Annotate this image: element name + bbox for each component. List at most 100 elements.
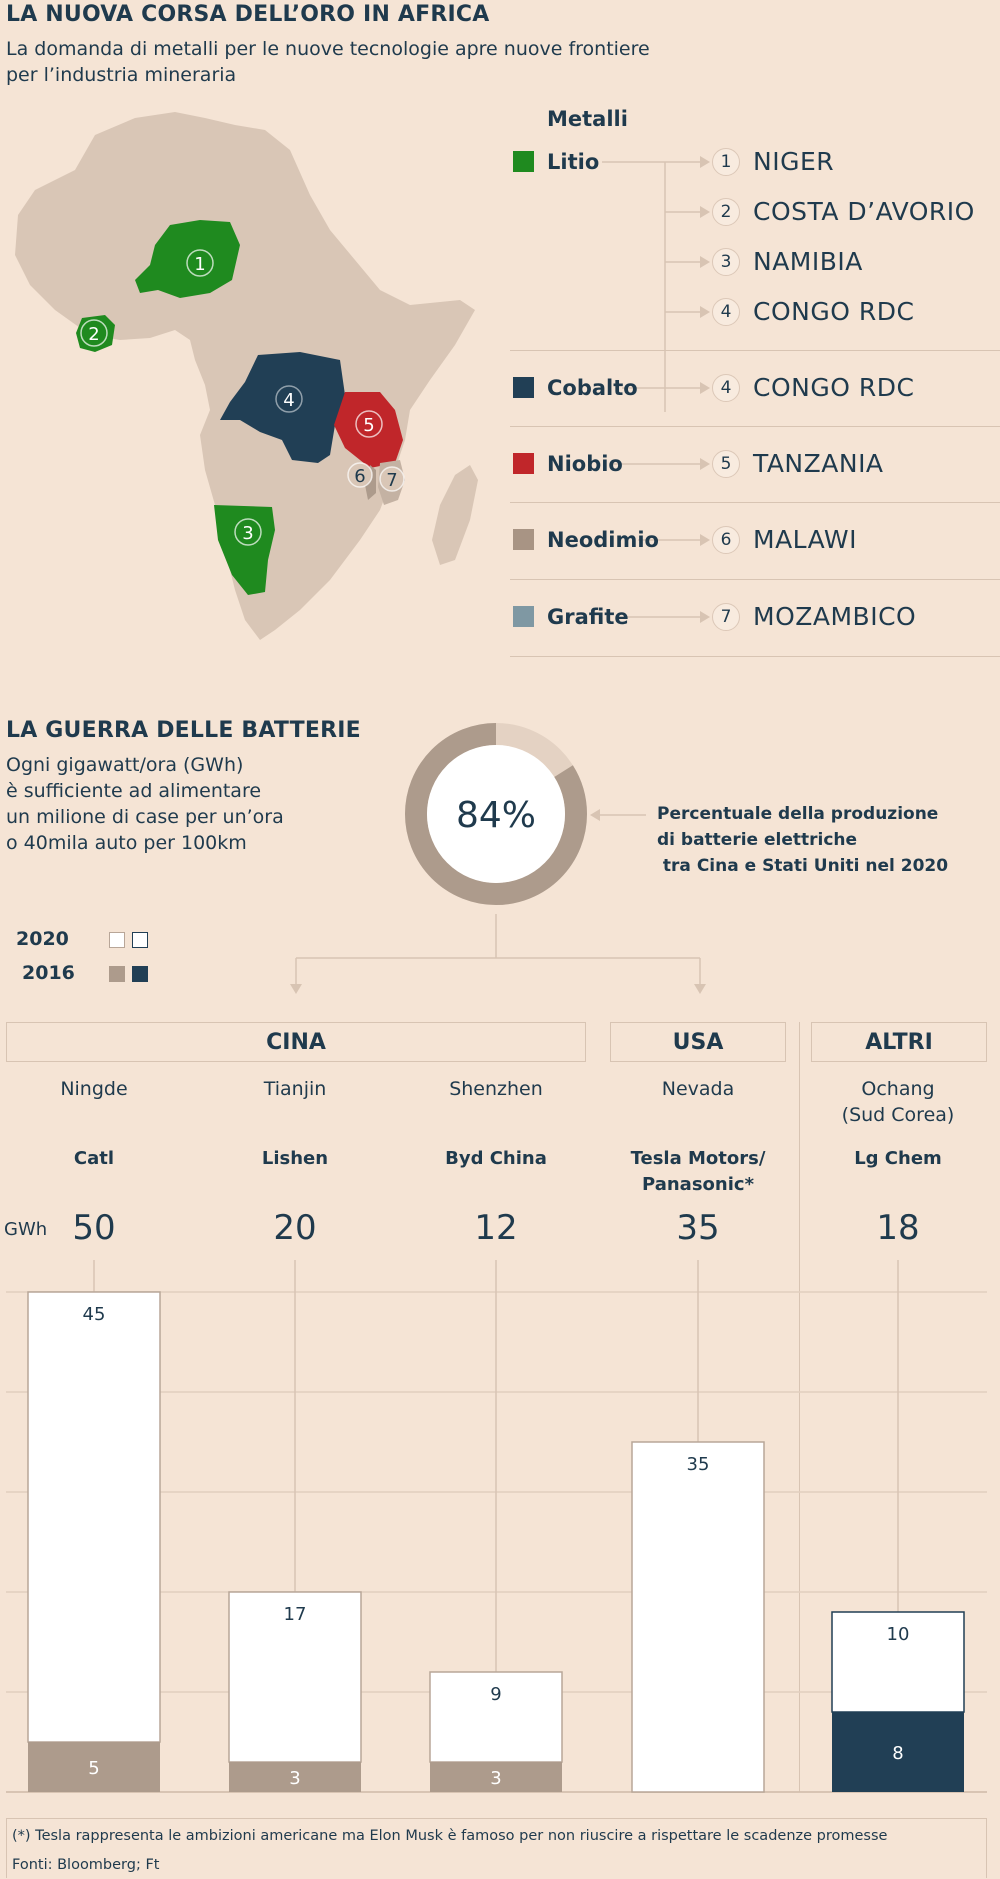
map-marker-3: 3: [234, 518, 262, 546]
legend-2020-swatch-b: [132, 932, 148, 948]
city-ochang-country: (Sud Corea): [841, 1104, 955, 1126]
city-shenzhen: Shenzhen: [449, 1078, 543, 1100]
total-tianjin: 20: [273, 1208, 317, 1248]
niobio-swatch: [513, 453, 534, 474]
bar-label-2016: 3: [490, 1768, 501, 1789]
batteries-desc-1: Ogni gigawatt/ora (GWh): [6, 754, 244, 776]
cobalto-swatch: [513, 377, 534, 398]
country-number: 6: [712, 526, 740, 554]
map-marker-4-label: 4: [283, 390, 294, 411]
company-tesla-line1: Tesla Motors/: [630, 1148, 766, 1169]
company-tesla-line2: Panasonic*: [642, 1174, 754, 1195]
donut-description: Percentuale della produzione di batterie…: [657, 801, 948, 879]
africa-landmass: [15, 112, 475, 640]
tanzania-shape: [334, 392, 403, 468]
page-title: LA NUOVA CORSA DELL’ORO IN AFRICA: [6, 2, 490, 27]
donut-pointer: [590, 809, 646, 821]
map-marker-5: 5: [355, 410, 383, 438]
page-subtitle-line2: per l’industria mineraria: [6, 64, 237, 86]
bar-label-2016: 3: [289, 1768, 300, 1789]
metal-label-litio: Litio: [547, 150, 600, 174]
separator: [510, 426, 1000, 427]
map-marker-5-label: 5: [363, 415, 374, 436]
bar-2020: [429, 1671, 563, 1763]
donut-value-arc: [405, 723, 587, 905]
legend-2016-label: 2016: [22, 962, 75, 984]
country-number: 1: [712, 148, 740, 176]
litio-swatch: [513, 151, 534, 172]
branch-arrows: [290, 914, 706, 994]
namibia-shape: [214, 505, 275, 595]
map-marker-2: 2: [80, 319, 108, 347]
bar-2020: [831, 1611, 965, 1713]
map-marker-7-label: 7: [386, 470, 397, 491]
bar-2020: [631, 1441, 765, 1793]
bar-chart: 45 5 17 3 9 3 35 10 8: [6, 1260, 987, 1793]
bar-label-2020: 9: [490, 1684, 501, 1705]
country-number: 2: [712, 198, 740, 226]
donut-desc-3: tra Cina e Stati Uniti nel 2020: [657, 856, 949, 876]
metal-label-niobio: Niobio: [547, 452, 623, 476]
country-number: 5: [712, 450, 740, 478]
map-marker-1-label: 1: [194, 254, 205, 275]
metals-heading: Metalli: [547, 107, 628, 131]
total-nevada: 35: [676, 1208, 720, 1248]
company-byd-china: Byd China: [445, 1148, 547, 1169]
total-shenzhen: 12: [474, 1208, 518, 1248]
batteries-desc-2: è sufficiente ad alimentare: [6, 780, 262, 802]
total-ochang: 18: [876, 1208, 920, 1248]
bar-label-2016: 8: [892, 1743, 903, 1764]
legend-2016-swatch-b: [132, 966, 148, 982]
region-divider: [799, 1022, 800, 1792]
batteries-desc-4: o 40mila auto per 100km: [6, 832, 247, 854]
region-altri: ALTRI: [811, 1022, 987, 1062]
country-congo-rdc: CONGO RDC: [753, 297, 915, 326]
map-marker-7: 7: [379, 466, 405, 492]
country-niger: NIGER: [753, 147, 835, 176]
bar-2016: [28, 1742, 160, 1792]
donut-chart: 84%: [405, 723, 587, 905]
metal-label-neodimio: Neodimio: [547, 528, 659, 552]
africa-map: 1 2 3 4 5 6 7: [15, 112, 478, 640]
country-number: 4: [712, 374, 740, 402]
malawi-shape: [365, 465, 376, 500]
congo-shape: [220, 352, 345, 463]
map-marker-6-label: 6: [354, 466, 365, 487]
company-catl: Catl: [73, 1148, 115, 1169]
grafite-swatch: [513, 606, 534, 627]
region-usa: USA: [610, 1022, 786, 1062]
city-ochang: Ochang: [861, 1078, 935, 1100]
legend-2020-label: 2020: [16, 928, 69, 950]
country-malawi: MALAWI: [753, 525, 858, 554]
footer-note: (*) Tesla rappresenta le ambizioni ameri…: [12, 1828, 888, 1844]
region-cina: CINA: [6, 1022, 586, 1062]
donut-center: [427, 745, 565, 883]
donut-label: 84%: [456, 795, 536, 836]
footer-sources: Fonti: Bloomberg; Ft: [12, 1857, 160, 1873]
bar-2016: [832, 1712, 964, 1792]
bar-2016: [229, 1762, 361, 1792]
map-marker-4: 4: [275, 385, 303, 413]
city-tianjin: Tianjin: [263, 1078, 327, 1100]
page-subtitle-line1: La domanda di metalli per le nuove tecno…: [6, 38, 650, 60]
separator: [510, 579, 1000, 580]
map-marker-3-label: 3: [242, 523, 253, 544]
map-marker-1: 1: [186, 249, 214, 277]
company-lg-chem: Lg Chem: [854, 1148, 942, 1169]
batteries-title: LA GUERRA DELLE BATTERIE: [6, 718, 361, 743]
gwh-unit-label: GWh: [4, 1219, 48, 1240]
bar-2020: [27, 1291, 161, 1743]
legend-2016-swatch-a: [109, 966, 125, 982]
batteries-desc-3: un milione di case per un’ora: [6, 806, 284, 828]
country-number: 4: [712, 298, 740, 326]
separator: [510, 350, 1000, 351]
metal-label-cobalto: Cobalto: [547, 376, 638, 400]
map-marker-2-label: 2: [88, 324, 99, 345]
metal-label-grafite: Grafite: [547, 605, 629, 629]
country-congo-rdc-cobalt: CONGO RDC: [753, 373, 915, 402]
country-costa-davorio: COSTA D’AVORIO: [753, 197, 975, 226]
separator: [510, 502, 1000, 503]
bar-2020: [228, 1591, 362, 1763]
separator: [510, 656, 1000, 657]
bar-2016: [430, 1762, 562, 1792]
